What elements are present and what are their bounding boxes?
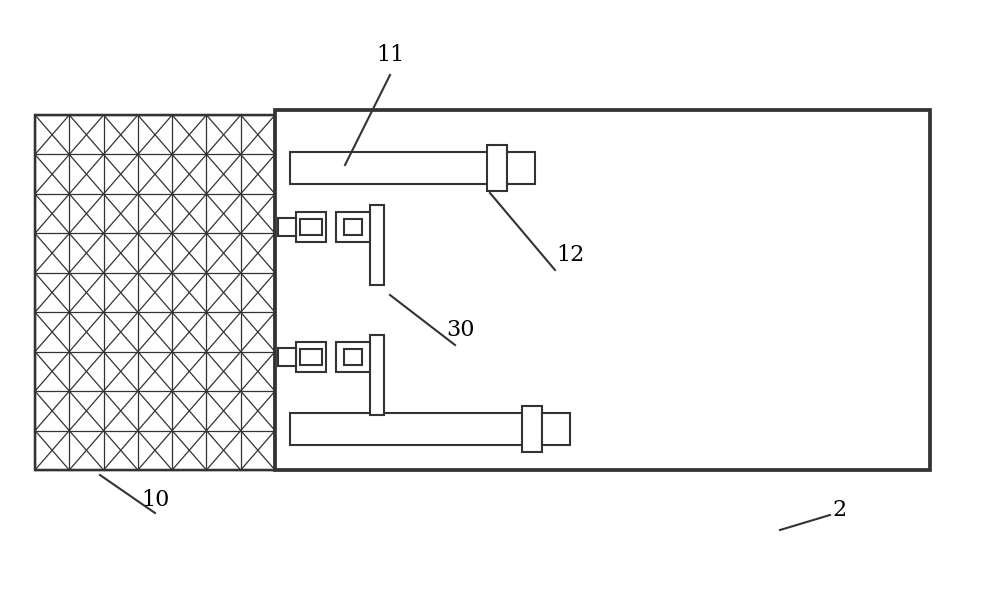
Bar (296, 342, 326, 372)
Text: 11: 11 (376, 44, 404, 66)
Bar (290, 413, 530, 445)
Bar (522, 406, 542, 452)
Bar (296, 212, 326, 242)
Bar (290, 152, 495, 184)
Bar (275, 110, 930, 470)
Bar (542, 413, 570, 445)
Bar (300, 219, 322, 235)
Text: 12: 12 (556, 244, 584, 266)
Bar (370, 205, 384, 285)
Bar (344, 349, 362, 365)
Bar (278, 218, 296, 236)
Bar (35, 115, 275, 470)
Bar (300, 349, 322, 365)
Bar (487, 145, 507, 191)
Text: 30: 30 (446, 319, 474, 341)
Bar (344, 219, 362, 235)
Bar (336, 342, 370, 372)
Text: 2: 2 (833, 499, 847, 521)
Bar (278, 348, 296, 366)
Bar (507, 152, 535, 184)
Text: 10: 10 (141, 489, 169, 511)
Bar (370, 335, 384, 415)
Bar (336, 212, 370, 242)
